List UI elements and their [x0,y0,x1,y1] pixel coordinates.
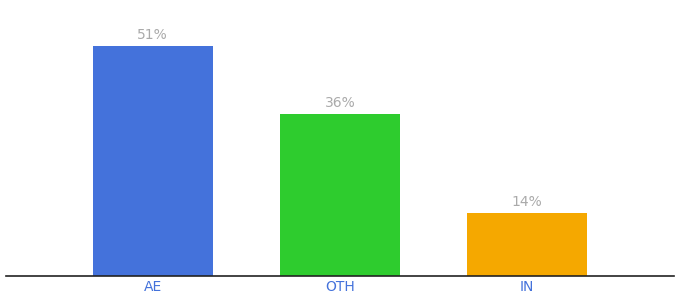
Bar [279,114,401,276]
Text: 14%: 14% [512,195,543,209]
Bar [467,213,588,276]
Bar [92,46,213,276]
Text: 51%: 51% [137,28,168,43]
Text: 36%: 36% [324,96,356,110]
